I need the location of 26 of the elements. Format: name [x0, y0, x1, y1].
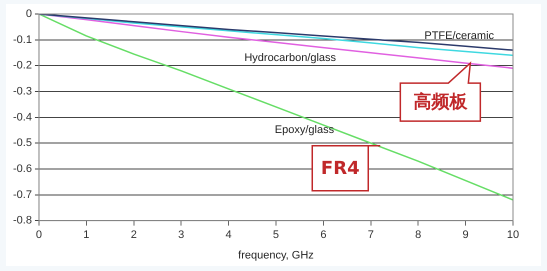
x-tick-label: 9 [462, 229, 469, 242]
x-tick-label: 4 [226, 229, 232, 242]
y-tick-label: -0.8 [12, 214, 32, 227]
x-tick-label: 2 [130, 229, 137, 242]
series-label: PTFE/ceramic [424, 30, 495, 42]
y-tick-label: 0 [26, 8, 32, 20]
series-label: Epoxy/glass [274, 124, 335, 136]
annotation: FR4 [320, 158, 360, 179]
y-tick-label: -0.7 [12, 188, 32, 201]
annotation: 高频板 [413, 92, 468, 113]
x-tick-label: 6 [320, 229, 326, 242]
x-tick-label: 3 [178, 229, 184, 242]
x-tick-label: 0 [36, 229, 42, 242]
y-tick-label: -0.3 [12, 86, 32, 98]
y-tick-label: -0.2 [12, 60, 32, 72]
y-tick-label: -0.1 [12, 34, 32, 46]
x-tick-label: 10 [506, 229, 520, 242]
y-tick-label: -0.4 [12, 111, 32, 124]
x-axis-title: frequency, GHz [238, 249, 314, 262]
y-tick-label: -0.6 [12, 162, 32, 175]
x-tick-label: 5 [272, 229, 280, 242]
y-tick-label: -0.5 [12, 137, 32, 150]
x-tick-label: 1 [83, 229, 90, 242]
x-tick-label: 8 [415, 229, 422, 242]
x-tick-label: 7 [368, 229, 374, 242]
series-label: Hydrocarbon/glass [244, 52, 337, 64]
